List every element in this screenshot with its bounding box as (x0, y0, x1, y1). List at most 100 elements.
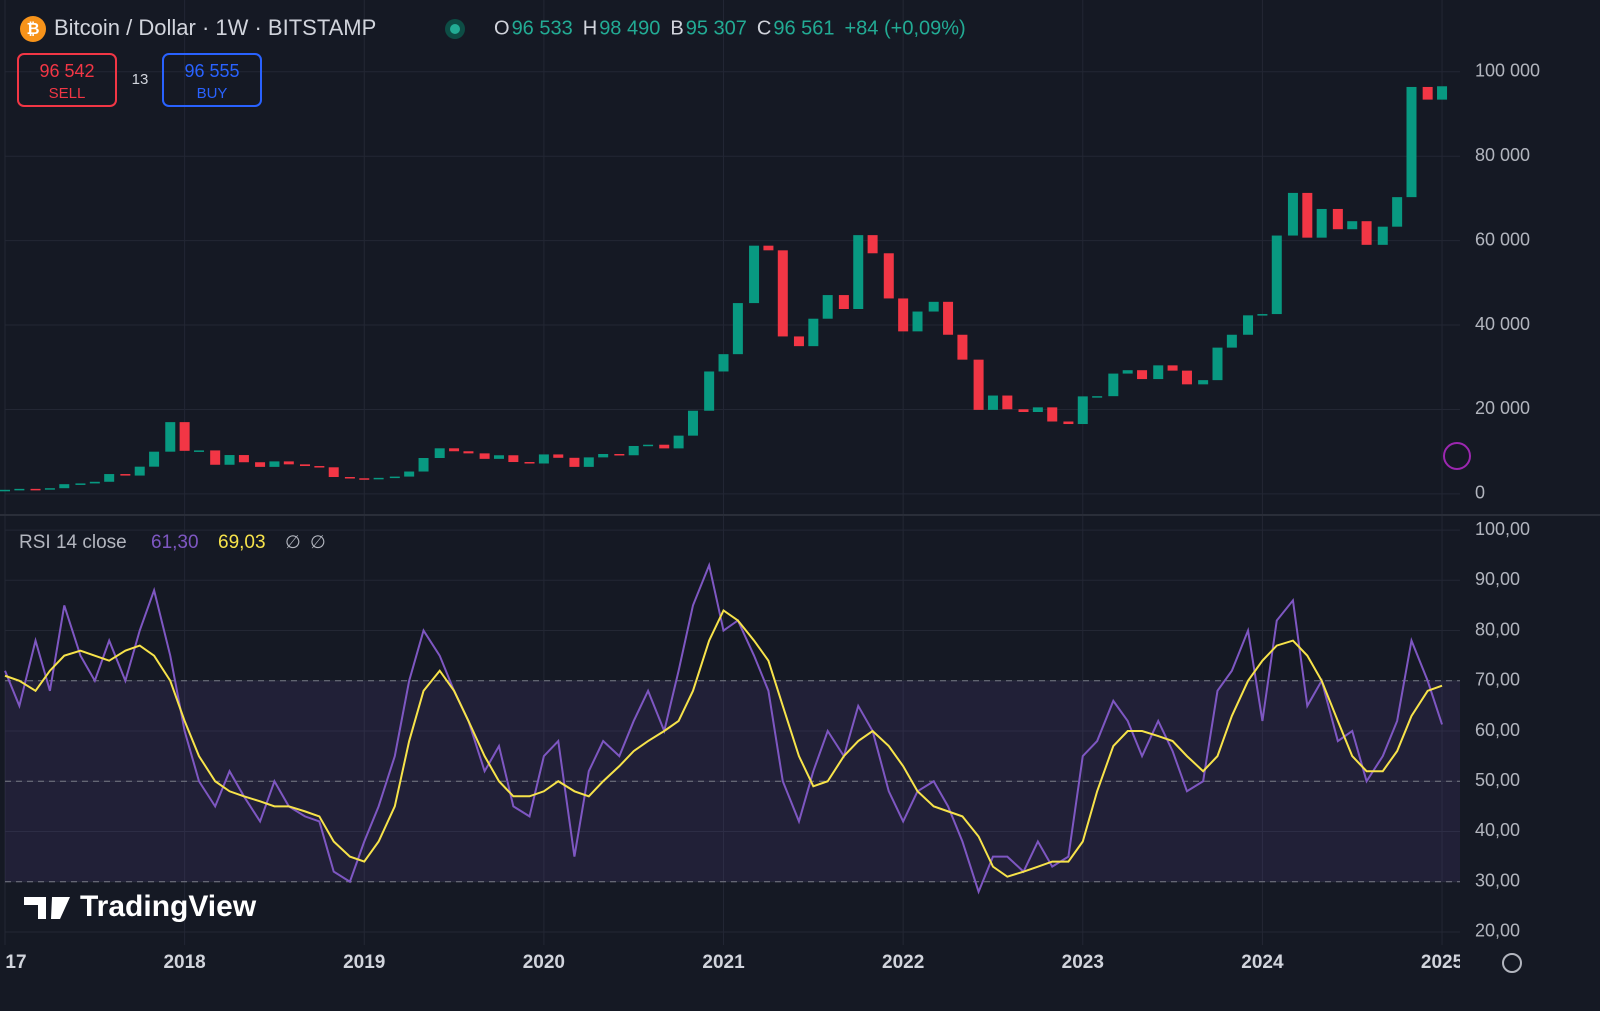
candle (1422, 86, 1433, 100)
candle (1437, 86, 1448, 100)
candle (583, 457, 594, 467)
candle (1332, 208, 1343, 230)
candle (777, 250, 788, 337)
candle (359, 478, 370, 480)
y-tick-label: 40 000 (1475, 314, 1530, 334)
marks (0, 86, 1460, 895)
x-tick-label: 2020 (523, 952, 565, 973)
x-tick-label: 2019 (343, 952, 385, 973)
candle (299, 464, 310, 467)
candle (165, 422, 176, 452)
rsi-extra: ∅ (310, 532, 326, 552)
candle (373, 477, 384, 480)
ohlc-value: 98 490 (599, 17, 660, 39)
y-tick-label: 100,00 (1475, 519, 1530, 539)
sell-button[interactable] (17, 53, 117, 107)
candle (89, 481, 100, 484)
candle (120, 474, 131, 476)
candle (867, 235, 878, 254)
y-tick-label: 50,00 (1475, 770, 1520, 790)
y-tick-label: 60,00 (1475, 720, 1520, 740)
candle (524, 462, 535, 464)
candle (853, 235, 864, 309)
candle (659, 444, 670, 449)
ohlc-legend: O 96 533 H 98 490 B 95 307 C 96 561 +84 (+0,09%) (494, 17, 966, 39)
candle (943, 301, 954, 335)
sell-price: 96 542 (39, 61, 94, 81)
candle (1287, 192, 1298, 236)
candle (1392, 197, 1403, 227)
candle (179, 422, 190, 451)
y-tick-label: 0 (1475, 483, 1485, 503)
candle (1271, 235, 1282, 315)
rsi-title: RSI 14 close (19, 532, 127, 553)
buy-button[interactable] (162, 53, 262, 107)
candle (553, 454, 564, 458)
ohlc-value: 95 307 (686, 17, 747, 39)
candle (987, 395, 998, 410)
candle (1198, 380, 1209, 385)
buy-price: 96 555 (184, 61, 239, 81)
y-tick-label: 30,00 (1475, 870, 1520, 890)
x-tick-label: 2023 (1062, 952, 1104, 973)
candle (957, 334, 968, 360)
ohlc-value: 96 533 (512, 17, 573, 39)
candle (44, 488, 55, 490)
buy-label: BUY (197, 85, 228, 102)
candle (1032, 407, 1043, 412)
candle (598, 454, 609, 458)
alert-icon[interactable] (1443, 442, 1471, 470)
ohlc-label: B (670, 17, 683, 39)
x-tick-label: 17 (5, 952, 26, 973)
candle (1377, 226, 1388, 245)
ohlc-label: H (583, 17, 597, 39)
candle (628, 445, 639, 456)
candle (1212, 347, 1223, 381)
y-tick-label: 20 000 (1475, 398, 1530, 418)
candle (1361, 221, 1372, 245)
candle (1047, 407, 1058, 422)
candle (883, 253, 894, 299)
candle (1257, 314, 1268, 316)
candle (149, 451, 160, 467)
settings-icon[interactable] (1502, 953, 1522, 973)
candle (1137, 370, 1148, 380)
y-tick-label: 80,00 (1475, 619, 1520, 639)
candle (973, 359, 984, 410)
watermark: TradingView (24, 890, 257, 923)
candle (673, 435, 684, 449)
rsi-line (4, 608, 1443, 878)
candle (75, 483, 86, 485)
candle (749, 245, 760, 304)
candle (1153, 365, 1164, 380)
candle (1108, 373, 1119, 397)
candle (1243, 315, 1254, 335)
right-axis-mask (1460, 945, 1500, 985)
candle (463, 451, 474, 454)
candle (1002, 395, 1013, 410)
candle (194, 450, 204, 452)
candle (389, 476, 400, 479)
y-tick-label: 100 000 (1475, 61, 1540, 81)
candle (1077, 396, 1088, 425)
candle (808, 318, 819, 347)
candle (104, 474, 115, 482)
candle (14, 488, 25, 491)
candle (822, 295, 833, 319)
candle (314, 466, 325, 468)
candle (1018, 409, 1029, 412)
candle (479, 453, 490, 459)
candle (763, 245, 774, 251)
candle (912, 311, 923, 332)
candle (718, 354, 729, 372)
candle (59, 484, 70, 489)
candle (732, 303, 743, 355)
rsi-extra: ∅ (285, 532, 301, 552)
candle (643, 444, 654, 447)
y-tick-label: 70,00 (1475, 670, 1520, 690)
y-tick-label: 40,00 (1475, 820, 1520, 840)
candle (569, 457, 580, 467)
candle (224, 455, 235, 465)
candle (328, 467, 339, 478)
x-tick-label: 2018 (163, 952, 205, 973)
